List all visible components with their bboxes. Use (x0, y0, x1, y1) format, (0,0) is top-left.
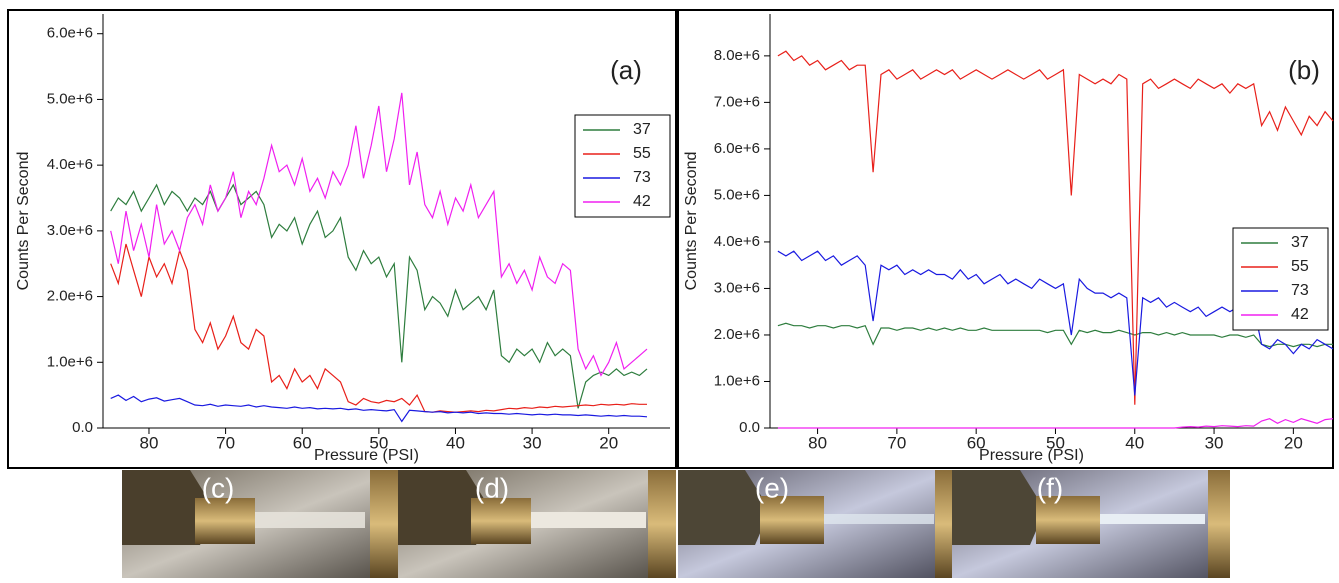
panel-label: (a) (610, 55, 642, 85)
x-tick-label: 70 (887, 433, 906, 452)
series-line (110, 183, 648, 409)
panel-frame (677, 9, 1334, 469)
legend-label: 55 (633, 145, 651, 162)
y-tick-label: 3.0e+6 (47, 222, 93, 239)
x-axis-label: Pressure (PSI) (979, 447, 1084, 464)
x-tick-label: 70 (216, 433, 235, 452)
legend-label: 42 (633, 193, 651, 210)
chart-panel: 0.0 1.0e+6 2.0e+6 3.0e+6 4.0e+6 5.0e+6 6.0e+6 8… (7, 9, 677, 469)
y-tick-label: 1.0e+6 (714, 372, 760, 389)
x-tick-label: 20 (599, 433, 618, 452)
y-tick-label: 6.0e+6 (47, 25, 93, 42)
chart-panel: 0.0 1.0e+6 2.0e+6 3.0e+6 4.0e+6 5.0e+6 6.0e+6 7… (677, 9, 1334, 469)
y-tick-label: 5.0e+6 (47, 90, 93, 107)
legend-label: 37 (1291, 234, 1309, 251)
x-tick-label: 60 (293, 433, 312, 452)
x-tick-label: 20 (1284, 433, 1303, 452)
y-tick-label: 7.0e+6 (714, 93, 760, 110)
y-axis-label: Counts Per Second (683, 152, 700, 291)
legend-label: 73 (1291, 282, 1309, 299)
x-tick-label: 30 (1205, 433, 1224, 452)
x-tick-label: 80 (808, 433, 827, 452)
legend-label: 42 (1291, 306, 1309, 323)
x-tick-label: 60 (967, 433, 986, 452)
series-line (110, 394, 648, 423)
photo-label: (c) (202, 472, 235, 503)
x-tick-label: 40 (446, 433, 465, 452)
y-tick-label: 0.0 (739, 419, 760, 436)
y-tick-label: 2.0e+6 (714, 326, 760, 343)
series-line (110, 92, 648, 377)
photo (678, 470, 952, 578)
legend-label: 73 (633, 169, 651, 186)
series-line (777, 50, 1334, 405)
x-tick-label: 50 (369, 433, 388, 452)
legend-label: 37 (633, 121, 651, 138)
x-tick-label: 80 (140, 433, 159, 452)
photo-label: (e) (755, 472, 789, 503)
legend-box (1232, 227, 1329, 331)
x-tick-label: 30 (523, 433, 542, 452)
x-axis-label: Pressure (PSI) (314, 447, 419, 464)
y-tick-label: 4.0e+6 (47, 156, 93, 173)
photo (398, 470, 676, 578)
y-tick-label: 2.0e+6 (47, 288, 93, 305)
y-axis-label: Counts Per Second (15, 152, 32, 291)
y-tick-label: 3.0e+6 (714, 279, 760, 296)
legend-label: 55 (1291, 258, 1309, 275)
photo-strip: (c) (d) (e) (f) (122, 470, 1230, 578)
y-tick-label: 5.0e+6 (714, 186, 760, 203)
series-line (777, 322, 1333, 348)
series-line (777, 418, 1334, 429)
x-tick-label: 50 (1046, 433, 1065, 452)
panel-label: (b) (1288, 55, 1320, 85)
panel-frame (7, 9, 677, 469)
y-tick-label: 8.0e+6 (714, 47, 760, 64)
y-tick-label: 6.0e+6 (714, 140, 760, 157)
y-tick-label: 4.0e+6 (714, 233, 760, 250)
x-tick-label: 40 (1125, 433, 1144, 452)
photo (122, 470, 398, 578)
y-tick-label: 1.0e+6 (47, 353, 93, 370)
series-line (110, 243, 647, 413)
legend-box (574, 114, 671, 218)
photo-label: (f) (1037, 472, 1063, 503)
photo (952, 470, 1230, 578)
photo-label: (d) (475, 472, 509, 503)
y-tick-label: 0.0 (72, 419, 93, 436)
